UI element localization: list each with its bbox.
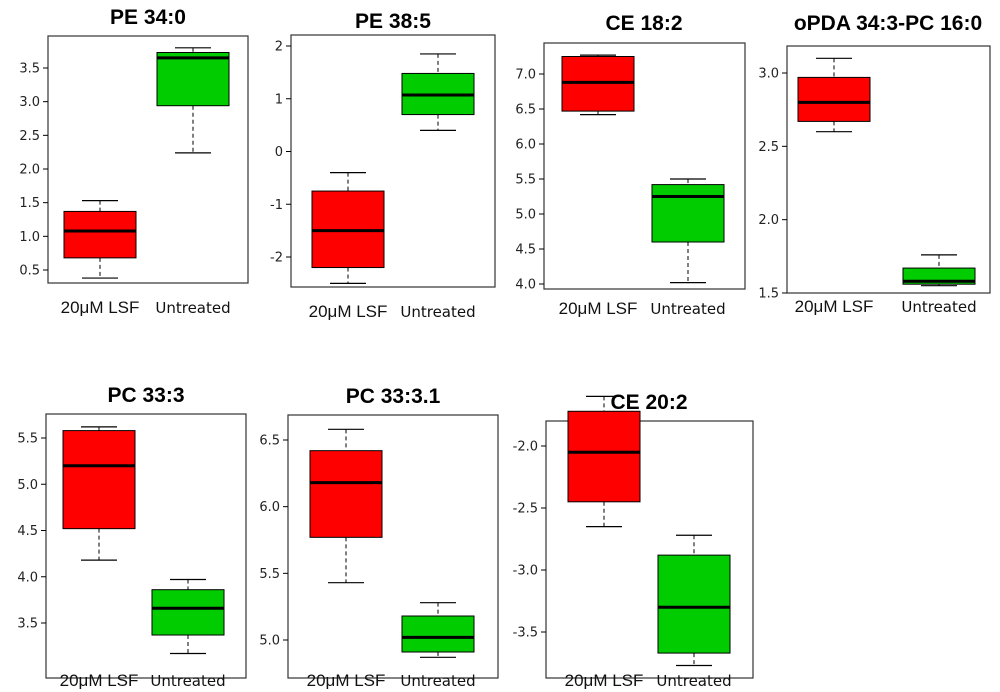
panel-6: PC 33:3.1 5.0 5.5 6.0 6.5 20μM LSF Untreated [259, 385, 499, 690]
iqr-box [309, 450, 383, 538]
box-untreated [657, 534, 731, 667]
iqr-box [151, 589, 225, 636]
plot-frame [786, 45, 991, 294]
y-tick-label: -2.5 [513, 502, 538, 517]
box-lsf [62, 426, 136, 561]
iqr-box [651, 184, 725, 243]
panel-2: PE 38:5 -2 -1 0 1 2 20μM LSF Untreated [270, 10, 496, 321]
y-tick-label: 3.0 [758, 67, 779, 82]
plot-frame [290, 34, 496, 288]
category-label: 20μM LSF [61, 298, 140, 317]
y-tick-label: 5.0 [259, 634, 280, 649]
y-tick-label: 4.0 [515, 278, 536, 293]
y-tick-label: 4.5 [17, 524, 38, 539]
panel-7: CE 20:2 -3.5 -3.0 -2.5 -2.0 20μM LSF Untreated [513, 391, 754, 690]
box-untreated [151, 578, 225, 655]
box-untreated [401, 53, 475, 131]
panel-title: CE 20:2 [610, 391, 687, 414]
category-label: 20μM LSF [565, 671, 644, 690]
box-lsf [797, 57, 871, 133]
y-tick-label: 1.5 [758, 287, 779, 302]
y-tick-label: 3.5 [19, 62, 40, 77]
y-tick-label: 6.0 [515, 138, 536, 153]
y-tick-label: 7.0 [515, 68, 536, 83]
y-tick-label: 6.0 [259, 500, 280, 515]
plot-frame [287, 414, 499, 679]
panel-3: CE 18:2 4.0 4.5 5.0 5.5 6.0 6.5 7.0 20μM LSF Untr… [515, 12, 746, 318]
category-label: 20μM LSF [309, 302, 388, 321]
y-tick-label: -3.0 [513, 564, 538, 579]
category-label: Untreated [400, 672, 475, 690]
y-tick-label: 5.0 [515, 208, 536, 223]
panel-title: CE 18:2 [605, 12, 682, 35]
y-tick-label: 1.0 [19, 230, 40, 245]
box-untreated [651, 178, 725, 284]
panel-1: PE 34:0 0.5 1.0 1.5 2.0 2.5 3.0 3.5 20μM LSF Untr… [19, 6, 249, 317]
panel-5: PC 33:3 3.5 4.0 4.5 5.0 5.5 20μM LSF Untreated [17, 384, 247, 690]
y-tick-label: 3.0 [19, 95, 40, 110]
y-tick-label: 4.5 [515, 243, 536, 258]
panel-title: PE 38:5 [355, 10, 431, 33]
y-tick-label: 3.5 [17, 617, 38, 632]
iqr-box [797, 76, 871, 122]
y-tick-label: -2.0 [513, 440, 538, 455]
category-label: Untreated [656, 672, 731, 690]
y-tick-label: 2.0 [758, 213, 779, 228]
y-tick-label: -3.5 [513, 626, 538, 641]
category-label: 20μM LSF [559, 299, 638, 318]
y-tick-label: 2 [275, 40, 283, 55]
box-lsf [567, 395, 641, 528]
y-tick-label: 1.5 [19, 196, 40, 211]
iqr-box [401, 615, 475, 653]
y-tick-label: 2.5 [758, 140, 779, 155]
box-untreated [401, 602, 475, 658]
panel-title: PE 34:0 [110, 6, 186, 29]
category-label: Untreated [650, 300, 725, 318]
plot-frame [543, 42, 746, 290]
plot-frame [545, 420, 754, 679]
y-tick-label: 6.5 [515, 103, 536, 118]
y-tick-label: -2 [270, 251, 283, 266]
y-tick-label: 2.0 [19, 163, 40, 178]
iqr-box [63, 210, 137, 259]
panel-title: PC 33:3 [107, 384, 184, 407]
y-tick-label: 2.5 [19, 129, 40, 144]
iqr-box [657, 554, 731, 654]
y-tick-label: 0 [275, 145, 283, 160]
plot-frame [45, 413, 247, 679]
plot-frame [47, 35, 249, 284]
iqr-box [62, 430, 136, 530]
y-tick-label: 5.5 [259, 567, 280, 582]
y-tick-label: -1 [270, 198, 283, 213]
category-label: 20μM LSF [307, 671, 386, 690]
y-tick-label: 5.5 [515, 173, 536, 188]
y-tick-label: 0.5 [19, 264, 40, 279]
box-untreated [902, 254, 976, 287]
category-label: Untreated [155, 299, 230, 317]
y-tick-label: 5.0 [17, 478, 38, 493]
y-tick-label: 1 [275, 92, 283, 107]
panel-title: PC 33:3.1 [346, 385, 441, 408]
category-label: Untreated [400, 303, 475, 321]
y-tick-label: 6.5 [259, 434, 280, 449]
box-untreated [156, 47, 230, 154]
category-label: Untreated [901, 298, 976, 316]
box-lsf [63, 200, 137, 279]
iqr-box [567, 410, 641, 503]
category-label: Untreated [150, 672, 225, 690]
y-tick-label: 4.0 [17, 570, 38, 585]
y-tick-label: 5.5 [17, 432, 38, 447]
panel-4: oPDA 34:3-PC 16:0 1.5 2.0 2.5 3.0 20μM LSF Unt… [758, 12, 991, 316]
category-label: 20μM LSF [795, 297, 874, 316]
category-label: 20μM LSF [60, 671, 139, 690]
box-lsf [561, 54, 635, 116]
panel-title: oPDA 34:3-PC 16:0 [794, 12, 982, 35]
box-lsf [309, 428, 383, 584]
iqr-box [156, 52, 230, 107]
box-lsf [311, 172, 385, 284]
